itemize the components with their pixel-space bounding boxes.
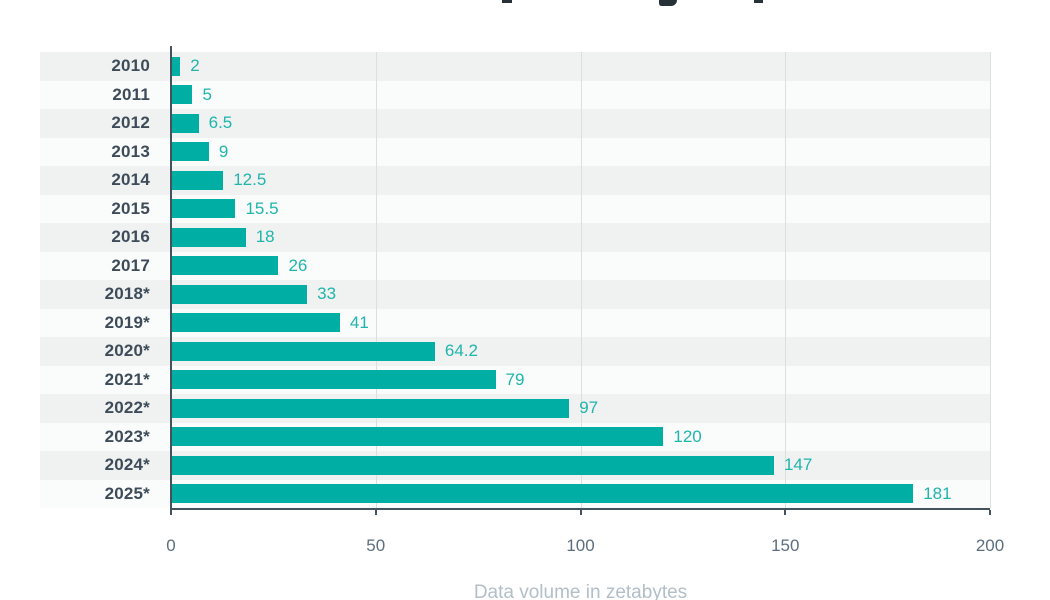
category-label-2017: 2017 — [111, 255, 150, 275]
category-label-2018: 2018* — [104, 284, 150, 304]
category-label-2012: 2012 — [111, 113, 150, 133]
chart-row-2018: 2018* 33 — [40, 280, 990, 309]
value-label-2014: 12.5 — [233, 170, 267, 190]
category-label-2016: 2016 — [111, 227, 150, 247]
bar-2022[interactable] — [172, 398, 570, 418]
value-label-2021: 79 — [505, 369, 525, 389]
x-tick-mark-100 — [579, 510, 582, 515]
gridline-50 — [375, 52, 377, 508]
value-label-2013: 9 — [218, 141, 229, 161]
value-label-2017: 26 — [288, 255, 308, 275]
value-label-2016: 18 — [255, 227, 275, 247]
gridline-150 — [785, 52, 787, 508]
category-label-2025: 2025* — [104, 483, 150, 503]
bar-2020[interactable] — [172, 341, 435, 361]
category-label-2010: 2010 — [111, 56, 150, 76]
bar-2013[interactable] — [172, 142, 209, 162]
bar-2017[interactable] — [172, 256, 279, 276]
category-label-2013: 2013 — [111, 141, 150, 161]
x-tick-label-200: 200 — [975, 536, 1005, 555]
chart-row-2025: 2025* 181 — [40, 479, 990, 508]
category-label-2011: 2011 — [112, 84, 150, 104]
bar-2018[interactable] — [172, 284, 308, 304]
bar-2016[interactable] — [172, 227, 246, 247]
chart-row-2024: 2024* 147 — [40, 451, 990, 480]
cropped-title-fragment — [659, 0, 677, 6]
bar-2011[interactable] — [172, 85, 193, 105]
value-label-2018: 33 — [317, 284, 337, 304]
value-label-2012: 6.5 — [208, 113, 233, 133]
x-tick-label-50: 50 — [366, 536, 386, 555]
bar-2023[interactable] — [172, 427, 664, 447]
chart-row-2016: 2016 18 — [40, 223, 990, 252]
value-label-2020: 64.2 — [444, 341, 478, 361]
bar-2019[interactable] — [172, 313, 340, 333]
x-tick-mark-150 — [784, 510, 787, 515]
chart-row-2022: 2022* 97 — [40, 394, 990, 423]
x-tick-label-150: 150 — [771, 536, 800, 555]
cropped-title-fragment — [754, 0, 763, 3]
value-label-2025: 181 — [923, 483, 952, 503]
chart-row-2019: 2019* 41 — [40, 308, 990, 337]
y-axis-line — [170, 46, 172, 508]
category-label-2023: 2023* — [104, 426, 150, 446]
x-axis-title: Data volume in zetabytes — [473, 582, 688, 600]
chart-row-2010: 2010 2 — [40, 52, 990, 81]
value-label-2010: 2 — [190, 56, 200, 76]
category-label-2014: 2014 — [111, 170, 150, 190]
gridline-100 — [580, 52, 582, 508]
category-label-2024: 2024* — [104, 455, 150, 475]
bar-2015[interactable] — [172, 199, 236, 219]
category-label-2021: 2021* — [104, 369, 150, 389]
value-label-2024: 147 — [783, 455, 813, 475]
chart-row-2013: 2013 9 — [40, 137, 990, 166]
x-tick-mark-0 — [170, 510, 172, 515]
x-tick-label-0: 0 — [166, 536, 176, 555]
bar-2024[interactable] — [172, 455, 774, 475]
cropped-title-fragment — [502, 0, 512, 3]
chart-row-2020: 2020* 64.2 — [40, 337, 990, 366]
chart-row-2011: 2011 5 — [40, 80, 990, 109]
gridline-200 — [990, 52, 991, 508]
value-label-2023: 120 — [673, 426, 702, 446]
category-label-2015: 2015 — [111, 198, 150, 218]
chart-row-2014: 2014 12.5 — [40, 166, 990, 195]
x-tick-label-100: 100 — [566, 536, 595, 555]
bar-2014[interactable] — [172, 170, 224, 190]
x-tick-mark-200 — [989, 510, 991, 515]
category-label-2019: 2019* — [104, 312, 150, 332]
value-label-2015: 15.5 — [245, 198, 279, 218]
chart-row-2023: 2023* 120 — [40, 422, 990, 451]
value-label-2022: 97 — [579, 398, 599, 418]
x-axis-line — [170, 508, 990, 510]
value-label-2011: 5 — [202, 84, 212, 104]
bar-2025[interactable] — [172, 484, 914, 504]
bar-2012[interactable] — [172, 113, 199, 133]
bar-2010[interactable] — [172, 56, 181, 76]
chart-row-2021: 2021* 79 — [40, 365, 990, 394]
chart-row-2017: 2017 26 — [40, 251, 990, 280]
category-label-2020: 2020* — [104, 341, 150, 361]
category-label-2022: 2022* — [104, 398, 150, 418]
bar-2021[interactable] — [172, 370, 496, 390]
chart-row-2012: 2012 6.5 — [40, 109, 990, 138]
x-tick-mark-50 — [374, 510, 377, 515]
chart-row-2015: 2015 15.5 — [40, 194, 990, 223]
value-label-2019: 41 — [349, 312, 369, 332]
